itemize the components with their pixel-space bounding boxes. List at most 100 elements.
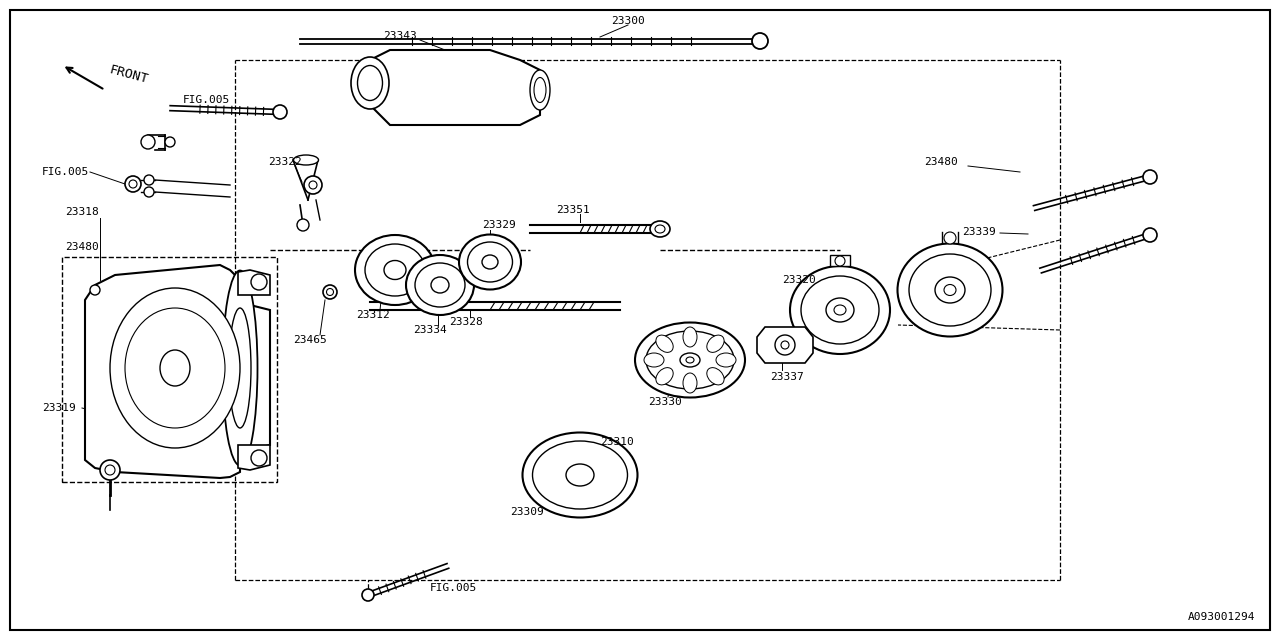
Text: 23309: 23309 <box>509 507 544 517</box>
Circle shape <box>1143 170 1157 184</box>
Circle shape <box>90 285 100 295</box>
Circle shape <box>781 341 788 349</box>
Circle shape <box>1143 228 1157 242</box>
Ellipse shape <box>644 353 664 367</box>
Text: FIG.005: FIG.005 <box>183 95 230 105</box>
Circle shape <box>143 175 154 185</box>
Ellipse shape <box>945 285 956 296</box>
Ellipse shape <box>351 57 389 109</box>
Ellipse shape <box>826 298 854 322</box>
Circle shape <box>945 232 956 244</box>
Text: 23480: 23480 <box>924 157 957 167</box>
Ellipse shape <box>716 353 736 367</box>
Ellipse shape <box>707 367 724 385</box>
Ellipse shape <box>522 433 637 518</box>
Ellipse shape <box>801 276 879 344</box>
Ellipse shape <box>646 331 733 389</box>
Circle shape <box>105 465 115 475</box>
Ellipse shape <box>680 353 700 367</box>
Circle shape <box>125 176 141 192</box>
Ellipse shape <box>229 308 251 428</box>
Circle shape <box>129 180 137 188</box>
Ellipse shape <box>223 271 257 465</box>
Ellipse shape <box>160 350 189 386</box>
Polygon shape <box>84 265 270 478</box>
Ellipse shape <box>707 335 724 353</box>
Text: FRONT: FRONT <box>108 63 150 86</box>
Ellipse shape <box>384 260 406 280</box>
Circle shape <box>297 219 308 231</box>
Ellipse shape <box>293 155 319 165</box>
Ellipse shape <box>365 244 425 296</box>
Text: 23318: 23318 <box>65 207 99 217</box>
Text: 23320: 23320 <box>782 275 815 285</box>
Circle shape <box>100 460 120 480</box>
Text: 23337: 23337 <box>771 372 804 382</box>
Text: 23351: 23351 <box>556 205 590 215</box>
Text: FIG.005: FIG.005 <box>430 583 477 593</box>
Ellipse shape <box>655 335 673 353</box>
Ellipse shape <box>650 221 669 237</box>
Circle shape <box>835 256 845 266</box>
Ellipse shape <box>655 367 673 385</box>
Circle shape <box>774 335 795 355</box>
Polygon shape <box>829 255 850 266</box>
Circle shape <box>251 450 268 466</box>
Ellipse shape <box>125 308 225 428</box>
Text: 23480: 23480 <box>65 242 99 252</box>
Text: 23343: 23343 <box>383 31 417 41</box>
Circle shape <box>273 105 287 119</box>
Ellipse shape <box>835 305 846 315</box>
Circle shape <box>323 285 337 299</box>
Bar <box>61 257 276 482</box>
Circle shape <box>308 181 317 189</box>
Circle shape <box>251 274 268 290</box>
Text: 23329: 23329 <box>483 220 516 230</box>
Ellipse shape <box>460 234 521 289</box>
Text: 23300: 23300 <box>611 16 645 26</box>
Text: 23334: 23334 <box>413 325 447 335</box>
Circle shape <box>326 289 334 296</box>
Ellipse shape <box>566 464 594 486</box>
Text: 23310: 23310 <box>600 437 634 447</box>
Ellipse shape <box>406 255 474 315</box>
Ellipse shape <box>934 277 965 303</box>
Ellipse shape <box>909 254 991 326</box>
Ellipse shape <box>530 70 550 110</box>
Ellipse shape <box>897 243 1002 337</box>
Circle shape <box>305 176 323 194</box>
Text: FIG.005: FIG.005 <box>42 167 90 177</box>
Text: 23319: 23319 <box>42 403 76 413</box>
Circle shape <box>141 135 155 149</box>
Ellipse shape <box>415 263 465 307</box>
Ellipse shape <box>790 266 890 354</box>
Ellipse shape <box>467 242 512 282</box>
Circle shape <box>362 589 374 601</box>
Text: 23328: 23328 <box>449 317 483 327</box>
Ellipse shape <box>431 277 449 293</box>
Circle shape <box>165 137 175 147</box>
Ellipse shape <box>635 323 745 397</box>
Ellipse shape <box>355 235 435 305</box>
Polygon shape <box>238 270 270 295</box>
Circle shape <box>753 33 768 49</box>
Ellipse shape <box>686 357 694 363</box>
Ellipse shape <box>684 373 698 393</box>
Ellipse shape <box>110 288 241 448</box>
Circle shape <box>143 187 154 197</box>
Text: 23322: 23322 <box>268 157 302 167</box>
Text: 23339: 23339 <box>963 227 996 237</box>
Ellipse shape <box>483 255 498 269</box>
Ellipse shape <box>532 441 627 509</box>
Ellipse shape <box>655 225 666 233</box>
Text: 23312: 23312 <box>356 310 389 320</box>
Text: A093001294: A093001294 <box>1188 612 1254 622</box>
Polygon shape <box>756 327 813 363</box>
Polygon shape <box>238 445 270 470</box>
Text: 23330: 23330 <box>648 397 682 407</box>
Ellipse shape <box>534 77 547 102</box>
Ellipse shape <box>684 327 698 347</box>
Text: 23465: 23465 <box>293 335 326 345</box>
Polygon shape <box>370 50 540 125</box>
Ellipse shape <box>357 65 383 100</box>
